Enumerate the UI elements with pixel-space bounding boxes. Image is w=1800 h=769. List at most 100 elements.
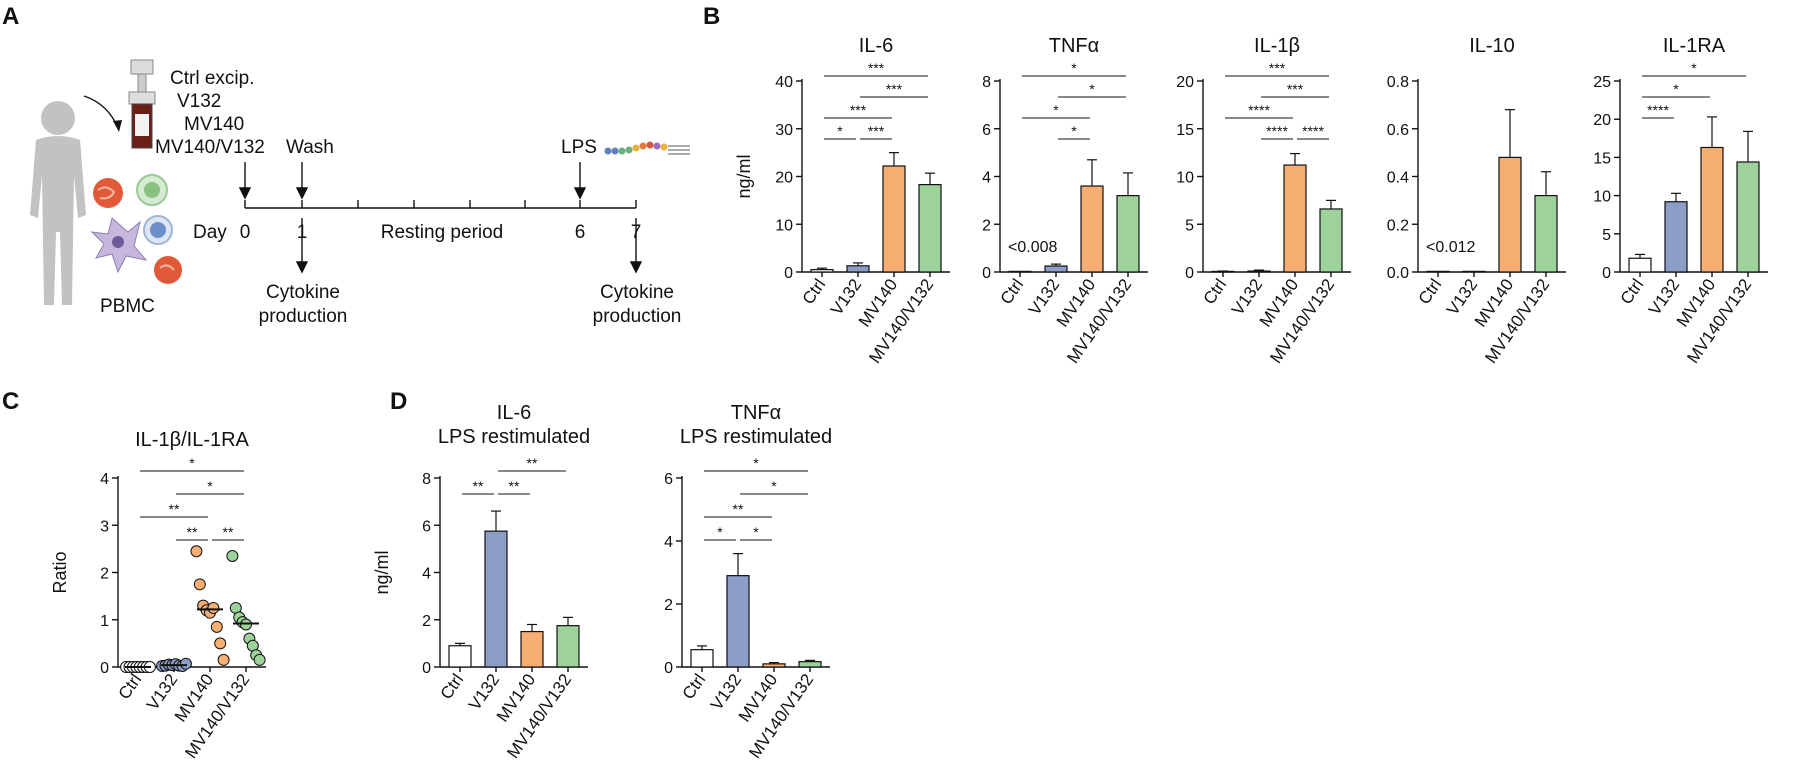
- y-tick-label: 0: [1602, 265, 1611, 282]
- y-tick-label: 0: [1185, 265, 1194, 282]
- y-axis-label: Ratio: [50, 551, 70, 593]
- significance-stars: ****: [1266, 123, 1288, 139]
- cytokine-label-2b: production: [593, 306, 682, 327]
- lps-label: LPS: [561, 137, 597, 158]
- data-point-v132: [179, 657, 192, 670]
- category-label: Ctrl: [1415, 275, 1446, 308]
- y-tick-label: 15: [1176, 122, 1194, 139]
- significance-stars: *: [1071, 60, 1077, 76]
- timeline-axis: [244, 200, 637, 209]
- significance-stars: ***: [850, 102, 867, 118]
- category-label: Ctrl: [1200, 275, 1231, 308]
- data-point-mv140v132: [226, 549, 239, 562]
- y-tick-label: 2: [664, 597, 673, 614]
- significance-stars: **: [187, 524, 198, 540]
- y-tick-label: 0.4: [1387, 170, 1409, 187]
- significance-stars: ****: [1647, 102, 1669, 118]
- significance-stars: *: [753, 524, 759, 540]
- category-label: Ctrl: [997, 275, 1028, 308]
- chart-title: IL-6: [497, 402, 531, 424]
- bar-v132: [1247, 270, 1271, 273]
- chart-b3: 05101520CtrlV132MV140MV140/V132IL-1β****…: [1176, 35, 1351, 367]
- significance-stars: **: [509, 478, 520, 494]
- chart-b2: 02468CtrlV132MV140MV140/V132TNFα<0.008**…: [982, 35, 1148, 367]
- bar-mv140v132: [1319, 208, 1343, 273]
- treatment-mv140-v132: MV140/V132: [155, 137, 265, 158]
- y-tick-label: 0.6: [1387, 122, 1409, 139]
- cytokine-label-1b: production: [259, 306, 348, 327]
- category-label: Ctrl: [1617, 275, 1648, 308]
- data-point-mv140: [217, 653, 230, 666]
- pbmc-cells-icon: [90, 174, 182, 284]
- lps-molecule-icon: [604, 141, 690, 155]
- y-tick-label: 0: [982, 265, 991, 282]
- bar-v132: [1462, 270, 1486, 273]
- y-tick-label: 10: [775, 217, 793, 234]
- chart-b1: 010203040CtrlV132MV140MV140/V132IL-6ng/m…: [734, 35, 950, 367]
- day-tick-6: 6: [575, 222, 586, 243]
- y-tick-label: 40: [775, 74, 793, 91]
- y-tick-label: 5: [1185, 217, 1194, 234]
- y-tick-label: 2: [422, 613, 431, 630]
- y-tick-label: 0: [422, 660, 431, 677]
- y-tick-label: 10: [1593, 189, 1611, 206]
- bar-mv140: [1700, 146, 1724, 273]
- chart-c: 01234CtrlV132MV140MV140/V132IL-1β/IL-1RA…: [50, 429, 266, 762]
- bar-ctrl: [1426, 270, 1450, 273]
- pbmc-label: PBMC: [100, 296, 155, 317]
- y-tick-label: 6: [982, 122, 991, 139]
- bar-v132: [1664, 201, 1688, 273]
- category-label: Ctrl: [437, 670, 468, 703]
- y-tick-label: 4: [100, 471, 109, 488]
- y-tick-label: 0.2: [1387, 217, 1409, 234]
- significance-stars: *: [1089, 81, 1095, 97]
- chart-title: IL-1β/IL-1RA: [135, 429, 249, 451]
- significance-stars: ****: [1302, 123, 1324, 139]
- arrow-head-icon: [113, 120, 122, 132]
- y-tick-label: 20: [775, 170, 793, 187]
- chart-title: IL-1β: [1254, 35, 1300, 57]
- chart-title: IL-1RA: [1663, 35, 1726, 57]
- data-point-mv140: [214, 637, 227, 650]
- y-tick-label: 30: [775, 122, 793, 139]
- category-label: Ctrl: [679, 670, 710, 703]
- arrow-to-cells: [83, 95, 119, 129]
- day-label: Day: [193, 222, 227, 243]
- human-silhouette-icon: [30, 101, 86, 305]
- chart-b4: 0.00.20.40.60.8CtrlV132MV140MV140/V132IL…: [1387, 35, 1566, 367]
- detection-limit-label: <0.012: [1426, 239, 1475, 256]
- y-tick-label: 15: [1593, 150, 1611, 167]
- chart-title: IL-10: [1469, 35, 1515, 57]
- data-point-mv140: [210, 620, 223, 633]
- significance-stars: ***: [868, 123, 885, 139]
- bar-v132: [846, 265, 870, 273]
- significance-stars: **: [223, 524, 234, 540]
- y-tick-label: 0: [784, 265, 793, 282]
- chart-subtitle: LPS restimulated: [680, 426, 832, 448]
- significance-stars: ***: [868, 60, 885, 76]
- significance-stars: ***: [886, 81, 903, 97]
- data-point-mv140: [207, 601, 220, 614]
- bar-ctrl: [1211, 270, 1235, 273]
- significance-stars: *: [1691, 60, 1697, 76]
- significance-stars: **: [733, 501, 744, 517]
- bar-ctrl: [448, 645, 472, 668]
- bar-mv140: [762, 663, 786, 668]
- panel-label-c: C: [2, 388, 19, 415]
- significance-stars: ***: [1287, 81, 1304, 97]
- y-axis-label: ng/ml: [372, 550, 392, 594]
- chart-b5: 0510152025CtrlV132MV140MV140/V132IL-1RA*…: [1593, 35, 1768, 367]
- y-tick-label: 2: [982, 217, 991, 234]
- bar-mv140: [882, 165, 906, 273]
- significance-stars: *: [1053, 102, 1059, 118]
- bar-ctrl: [1008, 270, 1032, 273]
- y-tick-label: 2: [100, 566, 109, 583]
- data-point-mv140v132: [253, 653, 266, 666]
- data-point-mv140: [193, 578, 206, 591]
- timeline-arrows: [238, 162, 643, 274]
- significance-stars: *: [1673, 81, 1679, 97]
- day-tick-0: 0: [240, 222, 251, 243]
- category-label: Ctrl: [115, 670, 146, 703]
